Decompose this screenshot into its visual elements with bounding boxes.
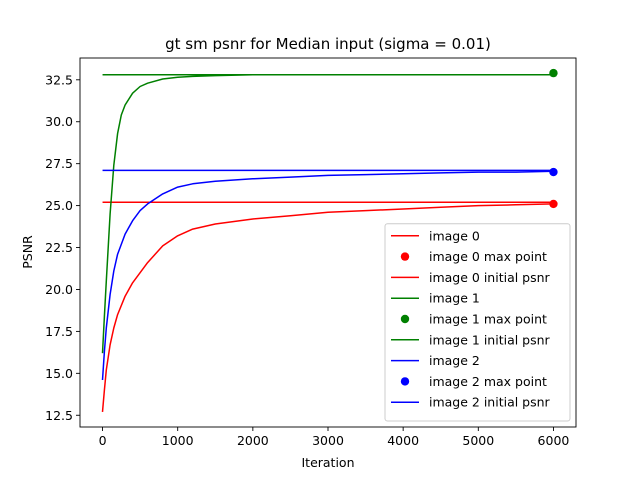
image-1-initial-psnr-legend-label: image 1 initial psnr <box>429 332 551 347</box>
y-tick-label: 25.0 <box>45 198 73 213</box>
x-tick-label: 6000 <box>538 433 570 448</box>
image-2-initial-psnr-legend-label: image 2 initial psnr <box>429 395 551 410</box>
image-0-line <box>101 203 554 412</box>
y-tick-label: 15.0 <box>45 366 73 381</box>
image-2-legend-label: image 2 <box>429 353 480 368</box>
legend: image 0 image 0 max point image 0 initial … <box>384 223 571 422</box>
x-tick-label: 5000 <box>462 433 494 448</box>
y-tick-label: 20.0 <box>45 282 73 297</box>
x-tick-label: 4000 <box>387 433 419 448</box>
chart-title: gt sm psnr for Median input (sigma = 0.0… <box>165 35 491 53</box>
image-0-initial-psnr-legend-label: image 0 initial psnr <box>429 270 551 285</box>
image-2-max-point-legend-label: image 2 max point <box>429 374 547 389</box>
legend-frame <box>384 223 571 422</box>
y-tick-label: 30.0 <box>45 114 73 129</box>
x-tick-label: 2000 <box>237 433 269 448</box>
image-0-max-point-legend-swatch <box>400 252 410 261</box>
image-1-max-point-marker <box>549 68 558 78</box>
image-0-legend-label: image 0 <box>429 228 480 243</box>
y-tick-label: 12.5 <box>45 408 73 423</box>
image-2-max-point-legend-swatch <box>400 377 410 386</box>
image-2-line <box>101 170 554 381</box>
image-0-max-point-legend-label: image 0 max point <box>429 249 547 264</box>
x-tick-label: 1000 <box>162 433 194 448</box>
image-0-max-point-marker <box>549 199 558 209</box>
x-tick-label: 3000 <box>312 433 344 448</box>
x-tick-label: 0 <box>99 433 107 448</box>
image-1-max-point-legend-label: image 1 max point <box>429 312 547 327</box>
y-tick-label: 32.5 <box>45 72 73 87</box>
y-tick-label: 22.5 <box>45 240 73 255</box>
x-axis-label: Iteration <box>301 455 354 470</box>
y-axis-label: PSNR <box>20 235 35 269</box>
y-tick-label: 17.5 <box>45 324 73 339</box>
plot-area: 0 1000 2000 3000 4000 5000 6000 12.5 15.0 17.5 20.… <box>45 57 577 448</box>
image-1-legend-label: image 1 <box>429 291 480 306</box>
image-2-max-point-marker <box>549 167 558 177</box>
image-1-max-point-legend-swatch <box>400 314 410 324</box>
y-tick-label: 27.5 <box>45 156 73 171</box>
